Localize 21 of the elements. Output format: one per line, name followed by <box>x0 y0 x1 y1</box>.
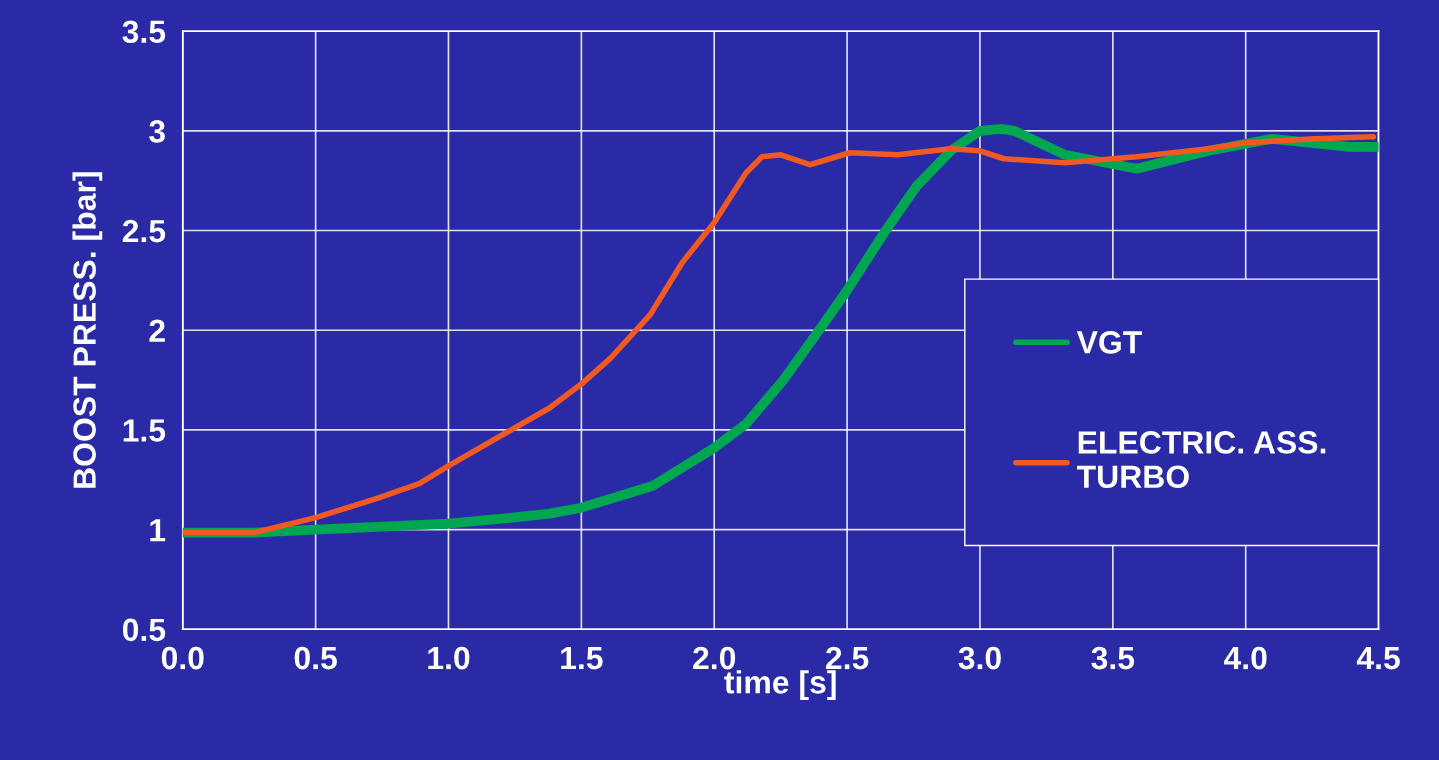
x-tick-label: 0.0 <box>161 646 204 670</box>
x-tick-label: 3.0 <box>958 646 1001 670</box>
x-tick-label: 0.5 <box>294 646 337 670</box>
x-tick-label: 3.5 <box>1091 646 1135 670</box>
x-tick-label: 4.0 <box>1223 646 1267 670</box>
y-tick-label: 0.5 <box>122 618 166 642</box>
x-tick-label: 2.0 <box>693 646 736 670</box>
x-axis-title: time [s] <box>724 670 836 700</box>
x-tick-label: 1.0 <box>428 646 470 670</box>
x-tick-label: 1.5 <box>561 647 603 670</box>
x-tick-label: 2.5 <box>826 646 869 670</box>
x-tick-label: 4.5 <box>1356 647 1400 670</box>
legend-label: ELECTRIC. ASS. TURBO <box>1076 431 1326 489</box>
y-tick-label: 1.5 <box>123 419 166 442</box>
y-tick-label: 2 <box>149 319 165 342</box>
y-tick-label: 1 <box>150 519 166 542</box>
legend-label: VGT <box>1076 331 1142 354</box>
y-tick-label: 2.5 <box>122 219 166 243</box>
y-tick-label: 3 <box>149 120 165 143</box>
y-axis-title: BOOST PRESS. [bar] <box>72 172 103 488</box>
y-tick-label: 3.5 <box>122 20 166 44</box>
